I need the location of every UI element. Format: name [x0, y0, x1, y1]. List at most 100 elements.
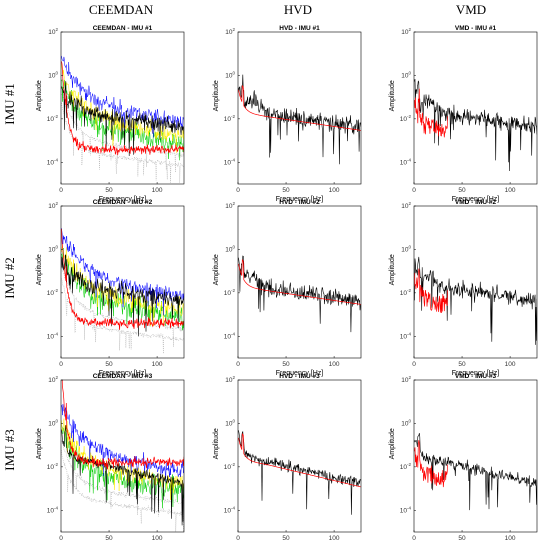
- x-tick-label: 100: [505, 187, 516, 194]
- x-tick-label: 100: [505, 535, 516, 542]
- y-axis-label: Amplitude: [213, 254, 220, 285]
- y-tick-label: 10-2: [224, 288, 236, 297]
- x-tick-label: 100: [152, 361, 163, 368]
- plot-area: [61, 228, 184, 354]
- row-label-imu3: IMU #3: [2, 429, 17, 471]
- plot-frame: [413, 205, 538, 359]
- column-title-hvd: HVD: [284, 2, 312, 17]
- x-tick-label: 100: [329, 361, 340, 368]
- y-tick-label: 10-4: [224, 331, 236, 340]
- spectrum-series-7: [61, 61, 184, 156]
- spectrum-series-5: [61, 404, 184, 482]
- plot-frame: [413, 379, 538, 533]
- row-labels: IMU #1 IMU #2 IMU #3: [2, 83, 17, 471]
- x-tick-label: 0: [412, 361, 416, 368]
- plot-area: [238, 255, 361, 333]
- y-axis-label: Amplitude: [36, 254, 43, 285]
- y-tick-label: 100: [401, 418, 411, 427]
- panel-7: 0 50 100 102 100 10-2 10-4 CEEMDAN - IMU #3Freq…: [36, 373, 185, 542]
- spectrum-series-2: [61, 264, 184, 347]
- y-tick-label: 102: [401, 201, 411, 210]
- panel-title: HVD - IMU #2: [279, 199, 320, 206]
- spectrum-series-5: [61, 228, 184, 316]
- spectrum-series-6: [61, 425, 184, 526]
- x-axis-label: Frequency [Hz]: [276, 370, 324, 377]
- panel-8: 0 50 100 102 100 10-2 10-4 HVD - IMU #3Frequenc…: [213, 373, 362, 542]
- row-label-imu1: IMU #1: [2, 83, 17, 125]
- panel-title: VMD - IMU #3: [455, 373, 497, 380]
- x-tick-label: 0: [236, 187, 240, 194]
- plot-area: [414, 78, 537, 172]
- spectrum-series-2: [238, 259, 361, 305]
- y-axis-label: Amplitude: [389, 428, 396, 459]
- spectrum-series-7: [61, 228, 184, 330]
- y-tick-label: 10-4: [47, 505, 59, 514]
- x-tick-label: 50: [105, 187, 113, 194]
- panel-9: 0 50 100 102 100 10-2 10-4 VMD - IMU #3Frequenc…: [389, 373, 538, 542]
- y-tick-label: 102: [401, 375, 411, 384]
- x-tick-label: 0: [59, 535, 63, 542]
- y-axis-label: Amplitude: [36, 80, 43, 111]
- plot-area: [414, 432, 537, 511]
- y-tick-label: 10-4: [224, 505, 236, 514]
- y-tick-label: 10-2: [400, 288, 412, 297]
- x-tick-label: 0: [59, 361, 63, 368]
- x-tick-label: 100: [152, 535, 163, 542]
- spectrum-series-1: [414, 432, 537, 511]
- spectrum-series-2: [414, 88, 448, 138]
- y-tick-label: 102: [48, 201, 58, 210]
- spectrum-series-1: [414, 78, 537, 172]
- panel-2: 0 50 100 102 100 10-2 10-4 HVD - IMU #1 Frequenc…: [213, 25, 362, 203]
- spectrum-series-5: [61, 55, 184, 138]
- spectrum-series-2: [414, 268, 448, 314]
- y-axis-label: Amplitude: [389, 254, 396, 285]
- plot-frame: [237, 31, 362, 185]
- y-tick-label: 102: [48, 375, 58, 384]
- plot-frame: [60, 205, 185, 359]
- x-axis-label: Frequency [Hz]: [99, 370, 147, 377]
- x-axis-label: Frequency [Hz]: [452, 370, 500, 377]
- panel-title: HVD - IMU #1: [279, 25, 320, 32]
- y-tick-label: 10-2: [400, 114, 412, 123]
- y-tick-label: 102: [225, 375, 235, 384]
- panel-1: 0 50 100 102 100 10-2 10-4 CEEMDAN - IMU #1 Freq…: [36, 25, 185, 203]
- panel-title: CEEMDAN - IMU #2: [93, 199, 153, 206]
- y-axis-label: Amplitude: [389, 80, 396, 111]
- y-tick-label: 10-2: [47, 462, 59, 471]
- spectrum-series-1: [61, 450, 184, 532]
- x-tick-label: 50: [282, 535, 290, 542]
- x-axis-label: Frequency [Hz]: [452, 196, 500, 203]
- y-tick-label: 10-4: [47, 157, 59, 166]
- plot-frame: [60, 31, 185, 185]
- y-tick-label: 10-4: [400, 157, 412, 166]
- y-tick-label: 100: [225, 70, 235, 79]
- spectrum-series-6: [61, 254, 184, 337]
- y-tick-label: 102: [48, 27, 58, 36]
- panel-3: 0 50 100 102 100 10-2 10-4 VMD - IMU #1 Frequenc…: [389, 25, 538, 203]
- panel-title: VMD - IMU #2: [455, 199, 497, 206]
- spectrum-series-1: [238, 74, 361, 165]
- y-tick-label: 10-4: [400, 505, 412, 514]
- column-titles: CEEMDAN HVD VMD: [89, 2, 486, 17]
- y-axis-label: Amplitude: [36, 428, 43, 459]
- y-tick-label: 100: [225, 418, 235, 427]
- plot-frame: [60, 379, 185, 533]
- x-tick-label: 50: [458, 535, 466, 542]
- x-tick-label: 50: [458, 361, 466, 368]
- x-axis-label: Frequency [Hz]: [99, 196, 147, 203]
- y-tick-label: 10-2: [47, 288, 59, 297]
- y-tick-label: 10-2: [47, 114, 59, 123]
- spectrum-series-6: [61, 81, 184, 157]
- panels: 0 50 100 102 100 10-2 10-4 CEEMDAN - IMU #1 Freq…: [36, 25, 538, 542]
- x-tick-label: 50: [105, 535, 113, 542]
- plot-frame: [237, 205, 362, 359]
- x-tick-label: 0: [412, 187, 416, 194]
- plot-frame: [237, 379, 362, 533]
- x-tick-label: 100: [152, 187, 163, 194]
- y-tick-label: 100: [48, 244, 58, 253]
- spectrum-series-2: [61, 93, 184, 173]
- plot-area: [238, 74, 361, 165]
- y-tick-label: 10-4: [47, 331, 59, 340]
